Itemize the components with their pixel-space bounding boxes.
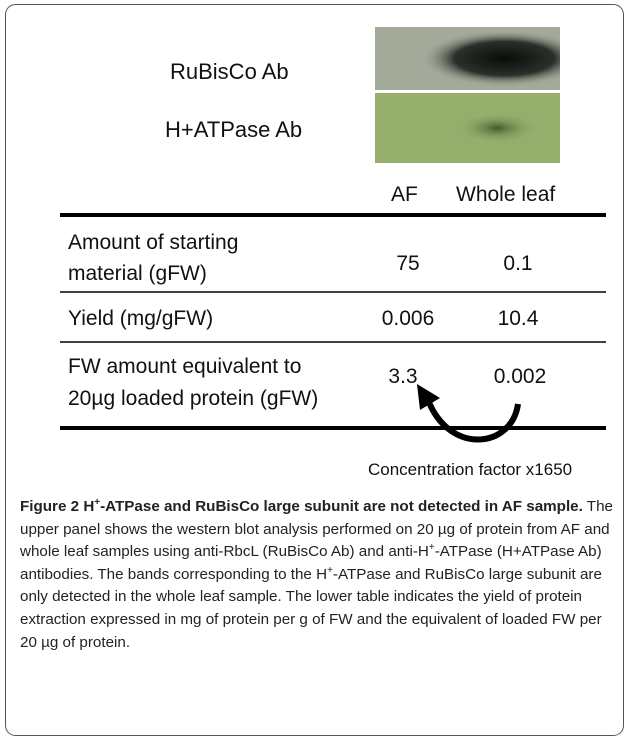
row-label: material (gFW): [68, 262, 207, 285]
blot-band: [375, 93, 560, 163]
row-label: Amount of starting: [68, 231, 239, 254]
blot-label: RuBisCo Ab: [170, 59, 289, 84]
cell-value: 0.1: [503, 252, 533, 275]
row-label: FW amount equivalent to: [68, 355, 302, 378]
annotation: Concentration factor x1650: [368, 460, 573, 479]
row-label: Yield (mg/gFW): [68, 307, 214, 330]
cell-value: 75: [396, 252, 420, 275]
caption-title: H: [83, 498, 95, 515]
caption-body: -ATPase and RuBisCo large subunit are on…: [20, 565, 602, 651]
caption-body: +: [428, 542, 435, 554]
caption-body: +: [327, 564, 333, 576]
caption-title: -ATPase and RuBisCo large subunit are no…: [100, 498, 583, 515]
frame: [5, 4, 624, 736]
caption: Figure 2 H+-ATPase and RuBisCo large sub…: [20, 496, 616, 654]
caption-label: Figure 2: [20, 498, 80, 515]
column-header: Whole leaf: [456, 183, 556, 206]
cell-value: 0.002: [493, 365, 547, 388]
blot-label: H+ATPase Ab: [165, 117, 303, 142]
cell-value: 10.4: [497, 307, 539, 330]
arrow-head: [417, 384, 440, 410]
caption-body: -ATPase (H+ATPase Ab) antibodies. The ba…: [20, 543, 602, 583]
row-label: 20µg loaded protein (gFW): [68, 387, 319, 410]
column-header: AF: [391, 183, 418, 206]
cell-value: 0.006: [381, 307, 435, 330]
caption-title: +: [94, 496, 101, 508]
caption-body: The upper panel shows the western blot a…: [20, 498, 613, 561]
blot-band: [375, 27, 560, 90]
arrow: [425, 398, 521, 443]
cell-value: 3.3: [388, 365, 418, 388]
